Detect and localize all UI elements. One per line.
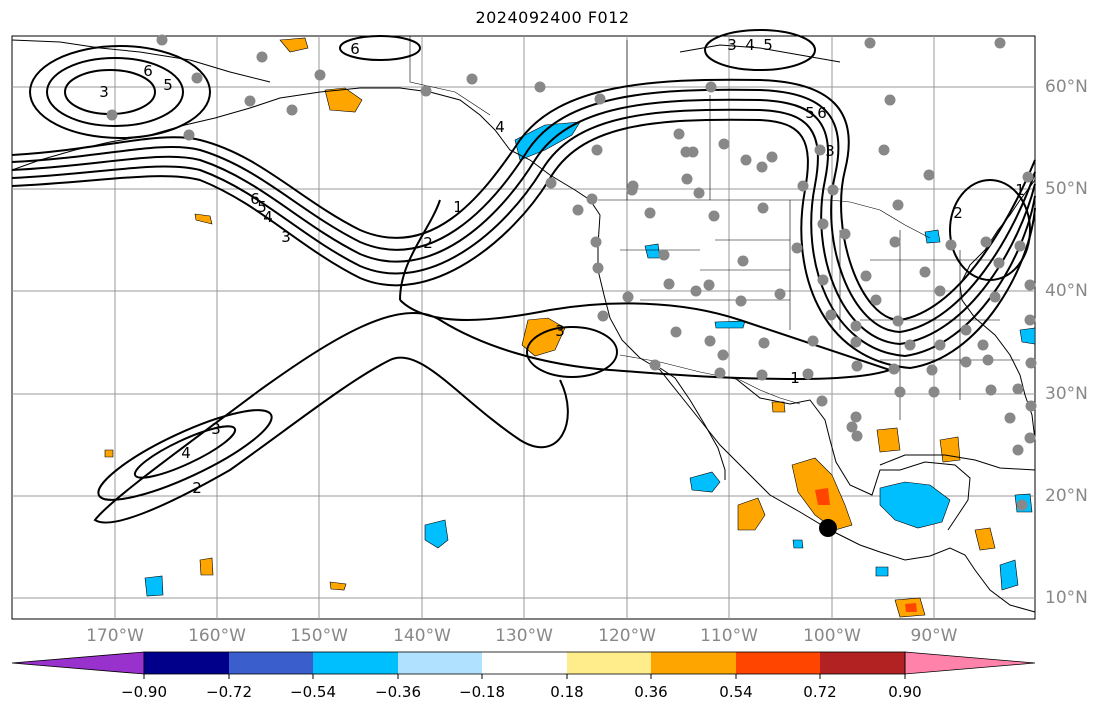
contour-label: 6	[143, 62, 153, 80]
lon-label: 100°W	[803, 626, 861, 646]
lat-label: 50°N	[1045, 179, 1088, 199]
highlighted-location-marker	[819, 519, 837, 537]
colorbar-tick-label: −0.90	[121, 683, 167, 701]
contour-label: 6	[817, 104, 827, 122]
contour-label: 1	[453, 198, 463, 216]
lon-label: 150°W	[290, 626, 348, 646]
contour-label: 3	[211, 420, 221, 438]
contour-label: 3	[825, 142, 835, 160]
contour-label: 6	[350, 40, 360, 58]
contour-label: 3	[555, 322, 565, 340]
lon-label: 140°W	[393, 626, 451, 646]
contour-labels: 3 6 5 3 4 5 6 2 1 3 4 5 6 1 2 1 3 4 3 2 …	[99, 36, 1025, 497]
lat-label: 10°N	[1045, 588, 1088, 608]
contour-label: 4	[495, 118, 505, 136]
contour-label: 5	[763, 36, 773, 54]
colorbar-tick-label: −0.18	[459, 683, 505, 701]
contour-label: 1	[790, 369, 800, 387]
lat-label: 30°N	[1045, 384, 1088, 404]
contour-label: 2	[423, 234, 433, 252]
lon-label: 160°W	[188, 626, 246, 646]
colorbar-tick-label: −0.36	[375, 683, 421, 701]
contour-label: 5	[163, 76, 173, 94]
contour-label: 3	[99, 83, 109, 101]
political-borders	[409, 36, 1020, 420]
colorbar	[11, 651, 1036, 679]
colorbar-tick-label: 0.18	[550, 683, 584, 701]
lon-label: 130°W	[495, 626, 553, 646]
lon-label: 120°W	[598, 626, 656, 646]
contour-label: 4	[263, 208, 273, 226]
map-title: 2024092400 F012	[475, 8, 630, 27]
contour-label: 2	[953, 204, 963, 222]
colorbar-tick-label: 0.72	[803, 683, 837, 701]
lat-label: 20°N	[1045, 486, 1088, 506]
lon-label: 170°W	[86, 626, 144, 646]
lon-label: 90°W	[910, 626, 958, 646]
contour-label: 5	[805, 104, 815, 122]
lat-label: 60°N	[1045, 77, 1088, 97]
lon-label: 110°W	[700, 626, 758, 646]
contour-label: 3	[727, 36, 737, 54]
colorbar-tick-label: 0.36	[634, 683, 668, 701]
contour-label: 3	[281, 228, 291, 246]
shaded-anomalies	[104, 37, 1036, 618]
colorbar-tick-label: 0.54	[719, 683, 753, 701]
lat-label: 40°N	[1045, 281, 1088, 301]
contour-label: 1	[1015, 181, 1025, 199]
contour-label: 4	[181, 444, 191, 462]
stations	[106, 34, 1037, 511]
contour-label: 2	[192, 479, 202, 497]
colorbar-tick-label: −0.72	[206, 683, 252, 701]
colorbar-tick-label: −0.54	[290, 683, 336, 701]
colorbar-tick-label: 0.90	[888, 683, 922, 701]
contour-label: 6	[250, 190, 260, 208]
contour-label: 4	[745, 36, 755, 54]
contour-label: 5	[257, 198, 267, 216]
